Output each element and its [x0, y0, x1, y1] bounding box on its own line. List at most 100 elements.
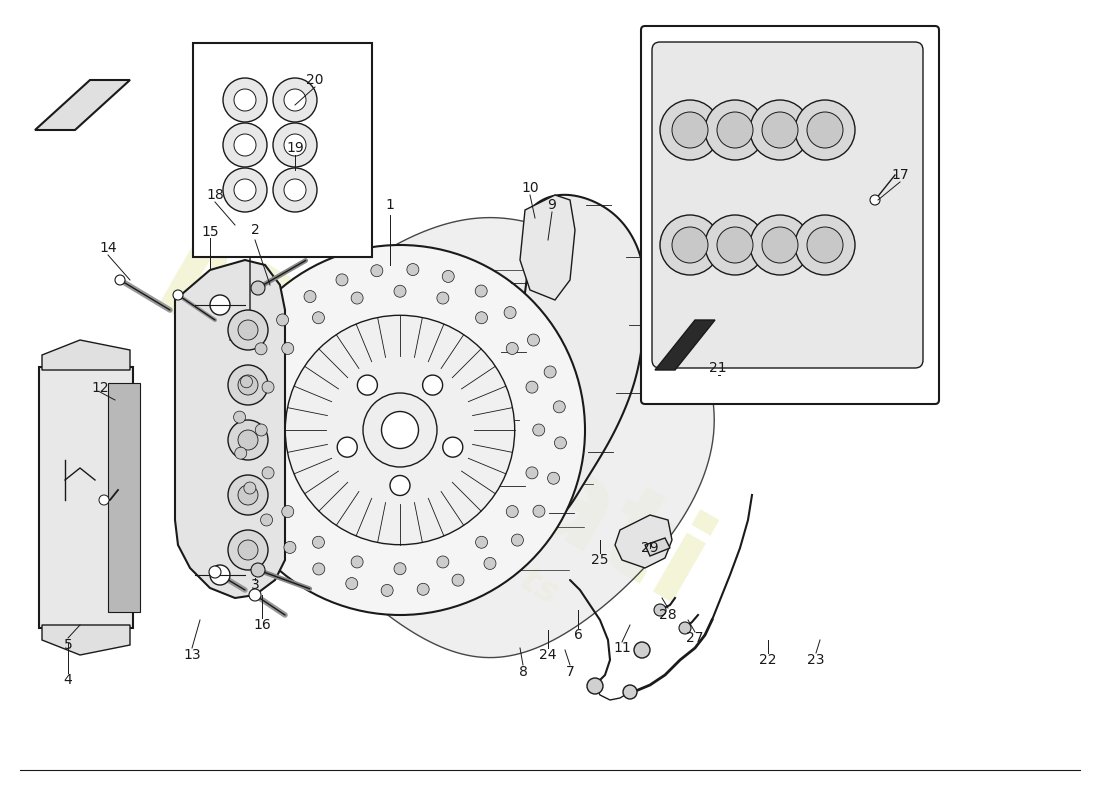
- Text: 16: 16: [253, 618, 271, 632]
- Polygon shape: [266, 218, 714, 658]
- Circle shape: [363, 393, 437, 467]
- Text: 13: 13: [184, 648, 201, 662]
- FancyBboxPatch shape: [192, 43, 372, 257]
- Text: 21: 21: [710, 361, 727, 375]
- Text: 3: 3: [251, 578, 260, 592]
- Circle shape: [587, 678, 603, 694]
- Circle shape: [795, 215, 855, 275]
- FancyBboxPatch shape: [786, 339, 828, 367]
- Circle shape: [452, 574, 464, 586]
- Circle shape: [209, 566, 221, 578]
- Circle shape: [282, 342, 294, 354]
- Circle shape: [623, 685, 637, 699]
- Circle shape: [762, 227, 798, 263]
- Circle shape: [672, 112, 708, 148]
- Circle shape: [351, 556, 363, 568]
- Text: 24: 24: [539, 648, 557, 662]
- Circle shape: [244, 482, 256, 494]
- Circle shape: [234, 447, 246, 459]
- Circle shape: [750, 215, 810, 275]
- Circle shape: [210, 295, 230, 315]
- Circle shape: [475, 285, 487, 297]
- Circle shape: [762, 112, 798, 148]
- Circle shape: [712, 362, 728, 378]
- Text: 20: 20: [306, 73, 323, 87]
- Circle shape: [371, 265, 383, 277]
- Circle shape: [238, 540, 258, 560]
- Circle shape: [526, 467, 538, 479]
- Text: 10: 10: [521, 181, 539, 195]
- Text: 28: 28: [659, 608, 676, 622]
- Circle shape: [238, 485, 258, 505]
- Circle shape: [654, 604, 666, 616]
- Circle shape: [717, 112, 754, 148]
- Circle shape: [417, 583, 429, 595]
- Polygon shape: [615, 515, 672, 568]
- Text: 7: 7: [565, 665, 574, 679]
- Circle shape: [282, 506, 294, 518]
- Polygon shape: [520, 195, 575, 300]
- Circle shape: [544, 366, 557, 378]
- Circle shape: [437, 292, 449, 304]
- Text: Maserati: Maserati: [133, 223, 727, 637]
- Circle shape: [807, 227, 843, 263]
- Text: a passion for parts: a passion for parts: [216, 390, 564, 610]
- Circle shape: [223, 168, 267, 212]
- Circle shape: [210, 565, 230, 585]
- Text: 18: 18: [206, 188, 224, 202]
- Circle shape: [422, 375, 442, 395]
- FancyBboxPatch shape: [39, 367, 133, 628]
- Circle shape: [532, 424, 544, 436]
- Circle shape: [679, 622, 691, 634]
- Circle shape: [382, 411, 418, 449]
- Circle shape: [553, 401, 565, 413]
- Circle shape: [234, 89, 256, 111]
- Circle shape: [634, 642, 650, 658]
- FancyBboxPatch shape: [108, 383, 140, 612]
- Polygon shape: [42, 625, 130, 655]
- Circle shape: [672, 227, 708, 263]
- Text: 8: 8: [518, 665, 527, 679]
- Circle shape: [534, 505, 544, 517]
- Circle shape: [284, 179, 306, 201]
- Circle shape: [255, 424, 267, 436]
- Circle shape: [228, 475, 268, 515]
- Circle shape: [717, 227, 754, 263]
- Circle shape: [660, 100, 720, 160]
- Text: 25: 25: [592, 553, 608, 567]
- Circle shape: [255, 343, 267, 355]
- Text: 29: 29: [641, 541, 659, 555]
- Circle shape: [795, 100, 855, 160]
- Text: 14: 14: [99, 241, 117, 255]
- Circle shape: [262, 467, 274, 479]
- Circle shape: [228, 420, 268, 460]
- Text: 11: 11: [613, 641, 631, 655]
- Circle shape: [381, 585, 393, 597]
- Circle shape: [506, 342, 518, 354]
- Circle shape: [249, 589, 261, 601]
- Circle shape: [484, 558, 496, 570]
- Text: 6: 6: [573, 628, 582, 642]
- Text: 15: 15: [201, 225, 219, 239]
- Circle shape: [273, 168, 317, 212]
- Text: 12: 12: [91, 381, 109, 395]
- Circle shape: [228, 365, 268, 405]
- Circle shape: [705, 215, 764, 275]
- Circle shape: [807, 112, 843, 148]
- Circle shape: [234, 134, 256, 156]
- Circle shape: [234, 179, 256, 201]
- Circle shape: [99, 495, 109, 505]
- Circle shape: [273, 78, 317, 122]
- Circle shape: [241, 376, 252, 388]
- Circle shape: [358, 375, 377, 395]
- Circle shape: [251, 281, 265, 295]
- Circle shape: [284, 542, 296, 554]
- Circle shape: [238, 430, 258, 450]
- Circle shape: [394, 562, 406, 574]
- Text: 27: 27: [686, 631, 704, 645]
- Circle shape: [475, 312, 487, 324]
- Circle shape: [304, 290, 316, 302]
- Circle shape: [407, 263, 419, 275]
- Circle shape: [228, 310, 268, 350]
- Polygon shape: [645, 538, 670, 556]
